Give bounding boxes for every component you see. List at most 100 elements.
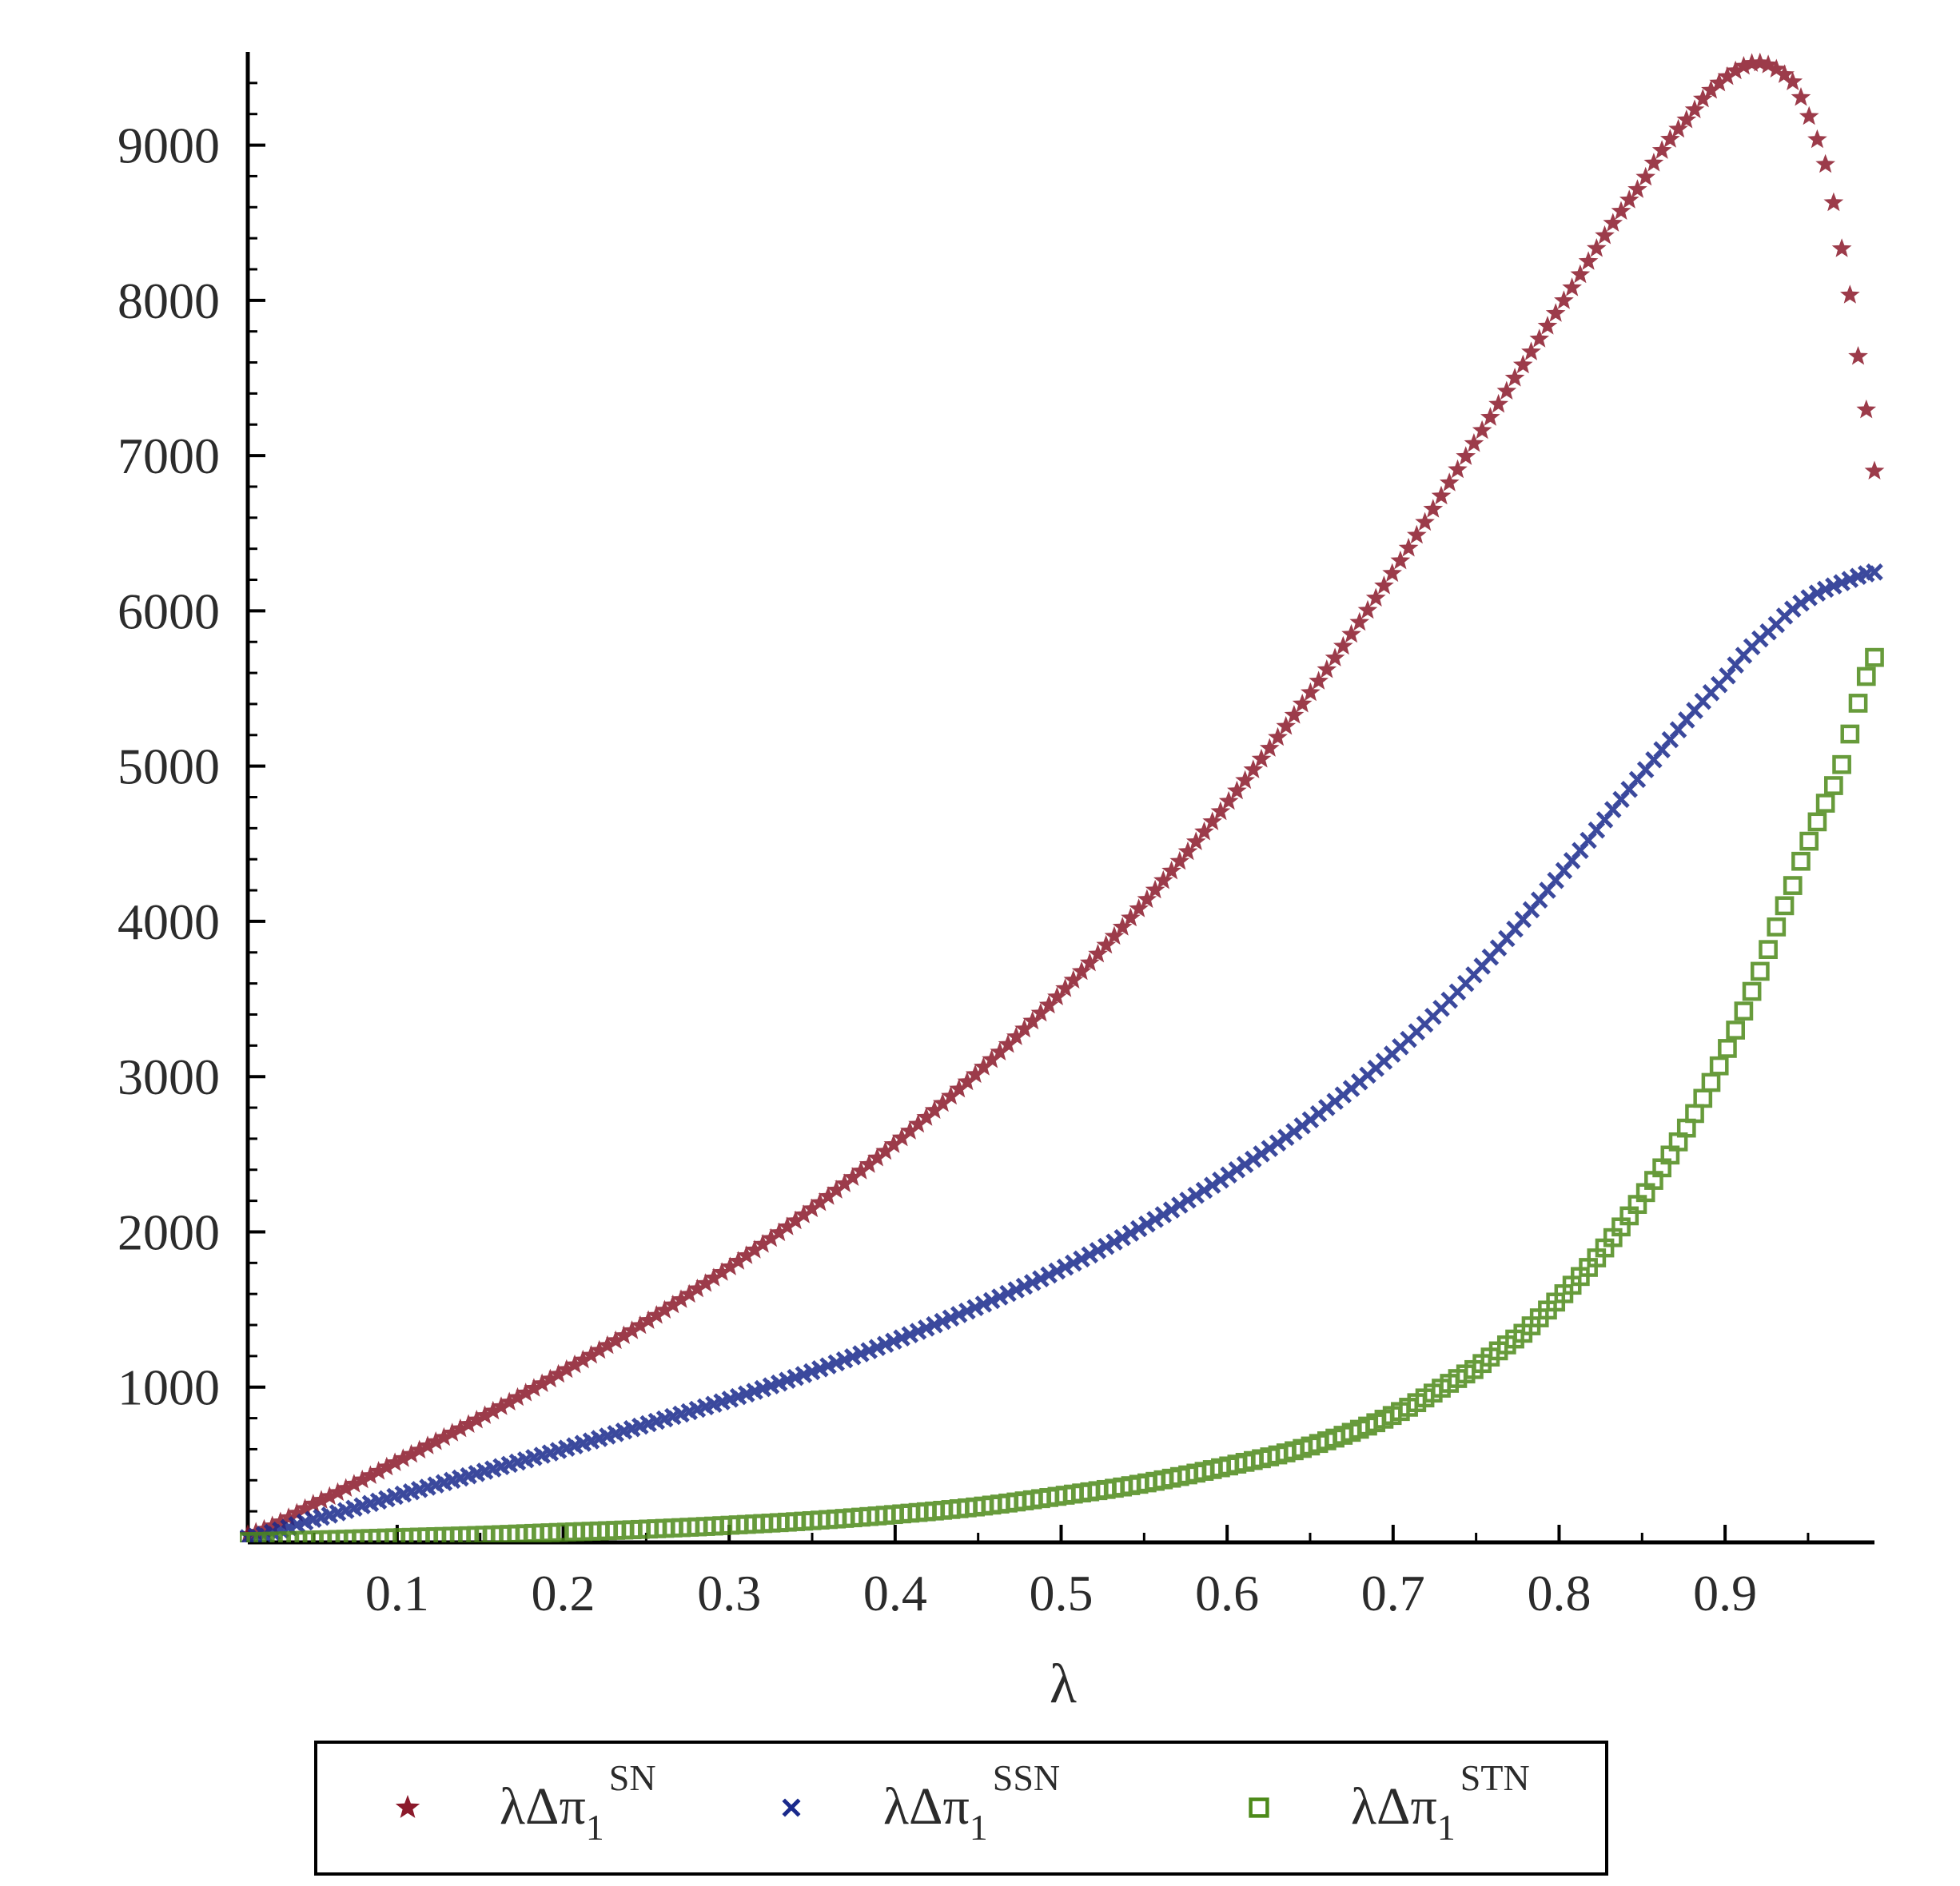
data-point [1088,943,1108,963]
legend-label-superscript: STN [1460,1757,1530,1798]
data-point [417,1435,438,1454]
data-point [1472,420,1492,440]
data-point [1759,940,1778,960]
legend-label-main: λΔπ [883,1777,970,1836]
data-point [883,1134,904,1153]
data-point [1496,380,1517,400]
data-point [695,1273,715,1292]
data-point [1154,1206,1173,1224]
data-point [1488,393,1508,413]
legend-marker [395,1795,420,1818]
data-point [1212,1171,1229,1189]
data-point [1038,994,1059,1014]
data-point [1799,831,1819,851]
data-point [1766,58,1787,78]
data-point [1202,811,1222,830]
data-point [1717,66,1738,86]
legend-label-subscript: 1 [1437,1807,1456,1848]
legend: λΔπ1SN λΔπ1SSN λΔπ1STN [395,1757,1530,1848]
data-point [663,1294,683,1314]
data-point [679,1283,699,1303]
data-point [1718,1039,1737,1058]
data-point [1619,189,1639,209]
data-point [434,1426,454,1446]
data-point [287,1502,307,1522]
data-point [376,1456,397,1476]
data-point [1439,472,1460,491]
y-tick-label: 1000 [118,1359,220,1416]
data-point [491,1396,512,1415]
data-point [900,1120,920,1140]
data-point [1807,812,1827,832]
data-point [1856,666,1876,686]
data-point [1276,715,1297,735]
data-point [1317,659,1337,678]
data-point [344,1474,365,1493]
data-point [1627,179,1647,198]
data-point [1709,1056,1729,1076]
data-point [982,1048,1002,1068]
data-point [1775,64,1795,83]
data-point [1112,917,1133,936]
data-point [1236,1156,1254,1173]
data-point [1595,225,1615,245]
data-point [646,1305,667,1324]
data-point [720,1256,740,1275]
data-point [687,1278,707,1298]
data-point [1161,861,1181,880]
data-point [835,1173,855,1192]
data-point [384,1452,405,1471]
data-point [941,1085,961,1105]
data-point [614,1325,634,1344]
data-point [1840,724,1860,744]
data-point [1831,238,1852,257]
data-point [458,1414,479,1433]
data-point [1218,790,1239,810]
data-point [1783,876,1803,895]
data-point [1243,759,1264,778]
data-point [368,1461,388,1480]
data-point [1333,635,1353,655]
data-point [1138,1215,1156,1233]
x-tick-label: 0.3 [697,1565,761,1621]
data-point [245,1522,266,1541]
data-point [949,1078,969,1098]
data-point [1415,511,1435,531]
data-point [1113,1228,1131,1247]
data-point [572,1349,593,1369]
data-point [655,1299,675,1319]
data-point [1758,54,1779,74]
data-point [1096,934,1117,954]
data-point [1464,433,1484,452]
legend-item-stn: λΔπ1STN [1249,1757,1530,1848]
data-point [703,1267,724,1287]
series-ssn [240,563,1883,1542]
data-point [736,1245,757,1264]
data-point [1325,647,1345,666]
data-point [1799,105,1819,125]
data-point [475,1405,495,1424]
data-point [1121,1224,1140,1242]
data-point [1578,251,1599,270]
data-point [1210,801,1231,821]
data-point [1179,1192,1197,1209]
data-point [1692,88,1713,108]
data-point [1521,341,1541,360]
data-point [1554,290,1574,309]
data-point [769,1222,790,1242]
legend-label-superscript: SSN [993,1757,1060,1798]
data-point [540,1368,560,1388]
data-point [1382,563,1402,583]
data-point [1643,153,1664,172]
data-point [1137,889,1157,909]
data-point [352,1469,372,1489]
data-point [1807,129,1827,149]
data-point [1292,694,1313,713]
data-point [1815,153,1835,173]
data-point [1725,60,1746,80]
data-point [752,1234,773,1253]
data-point [1660,129,1680,148]
y-tick-label: 8000 [118,273,220,329]
data-point [1701,1072,1721,1092]
data-point [990,1041,1010,1060]
